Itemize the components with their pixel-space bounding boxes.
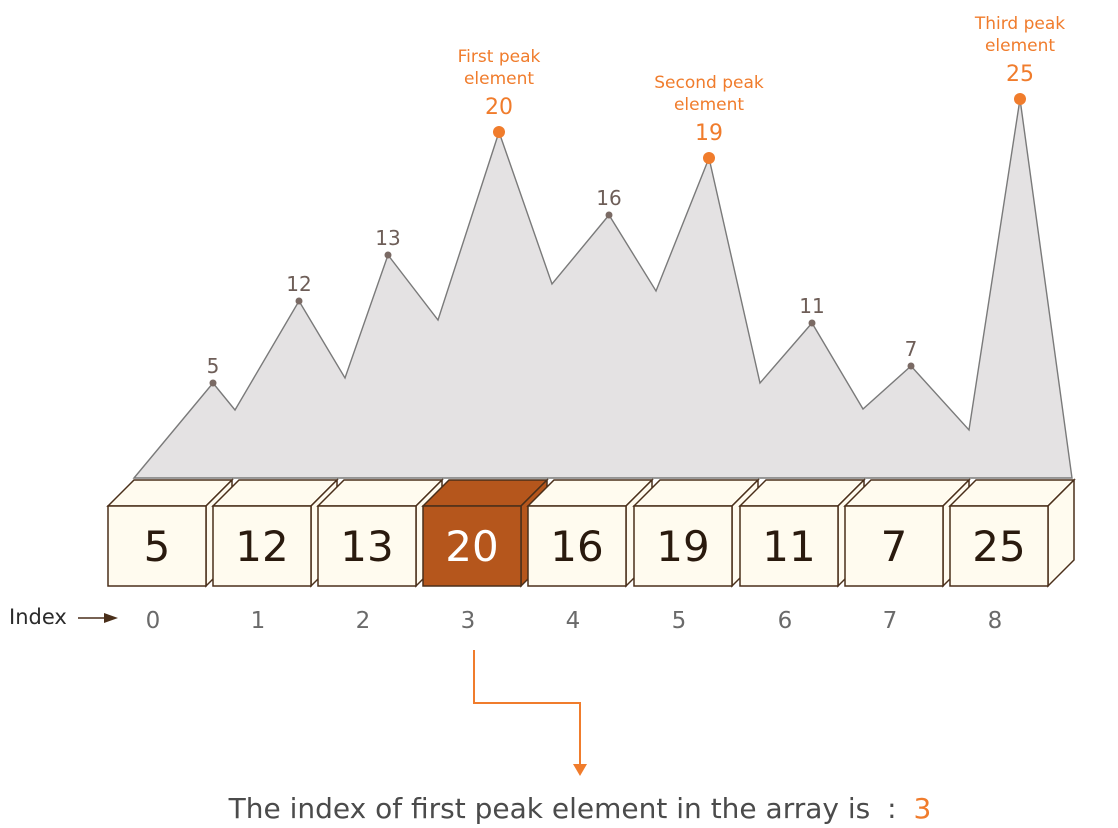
result-text: The index of first peak element in the a… — [228, 792, 871, 825]
cell-value: 12 — [235, 522, 288, 571]
index-value: 7 — [883, 608, 898, 634]
index-label: Index — [9, 605, 67, 629]
peak-marker — [703, 152, 715, 164]
cell-value: 13 — [340, 522, 393, 571]
index-value: 2 — [356, 608, 371, 634]
cell-value: 5 — [144, 522, 171, 571]
peak-value: 25 — [1006, 62, 1034, 87]
cell-value: 7 — [881, 522, 908, 571]
peak-caption: element — [985, 36, 1055, 56]
value-mountain-profile — [132, 98, 1073, 479]
cell-front-face — [107, 505, 207, 587]
cell-front-face — [527, 505, 627, 587]
result-sentence: The index of first peak element in the a… — [228, 792, 932, 825]
array-cell: 11 — [738, 478, 866, 588]
peak-caption: First peak — [458, 47, 541, 67]
point-value-label: 12 — [286, 272, 311, 296]
peak-caption: Third peak — [974, 14, 1065, 34]
peak-caption: element — [674, 95, 744, 115]
cell-front-face — [949, 505, 1049, 587]
point-value-label: 5 — [207, 354, 220, 378]
point-marker — [384, 251, 392, 259]
peak-caption: element — [464, 69, 534, 89]
point-value-label: 11 — [799, 294, 824, 318]
cell-value: 16 — [550, 522, 603, 571]
index-arrow-icon — [78, 613, 118, 623]
peak-marker — [493, 126, 505, 138]
index-value: 0 — [146, 608, 161, 634]
cell-front-face — [739, 505, 839, 587]
index-value: 6 — [778, 608, 793, 634]
peak-caption: Second peak — [654, 73, 764, 93]
cell-front-face — [844, 505, 944, 587]
index-value: 5 — [672, 608, 687, 634]
point-marker — [907, 362, 915, 370]
point-value-label: 16 — [596, 186, 621, 210]
result-separator: : — [887, 792, 896, 825]
array-cells: 5 12 13 20 16 19 11 7 25 — [106, 478, 1076, 588]
index-value: 1 — [251, 608, 266, 634]
cell-front-face — [633, 505, 733, 587]
index-values: 0 1 2 3 4 5 6 7 8 — [146, 608, 1003, 634]
point-marker — [605, 211, 613, 219]
cell-value: 11 — [762, 522, 815, 571]
array-cell: 19 — [632, 478, 760, 588]
result-connector-arrow-icon — [473, 650, 587, 776]
cell-front-face — [422, 505, 522, 587]
cell-front-face — [317, 505, 417, 587]
point-marker — [209, 379, 217, 387]
cell-value: 25 — [972, 522, 1025, 571]
cell-front-face — [212, 505, 312, 587]
cell-value: 19 — [656, 522, 709, 571]
result-value: 3 — [914, 792, 932, 825]
point-marker — [295, 297, 303, 305]
array-cell: 25 — [948, 478, 1076, 588]
point-marker — [808, 319, 816, 327]
index-value: 8 — [988, 608, 1003, 634]
point-markers: 5 12 13 16 11 7 — [207, 186, 918, 387]
peak-value: 19 — [695, 121, 723, 146]
point-value-label: 7 — [905, 337, 918, 361]
point-value-label: 13 — [375, 226, 400, 250]
index-value: 4 — [566, 608, 581, 634]
cell-value: 20 — [445, 522, 498, 571]
index-row: Index 0 1 2 3 4 5 6 7 8 — [9, 605, 1002, 634]
peak-value: 20 — [485, 95, 513, 120]
index-value-highlighted: 3 — [461, 608, 476, 634]
peak-marker — [1014, 93, 1026, 105]
